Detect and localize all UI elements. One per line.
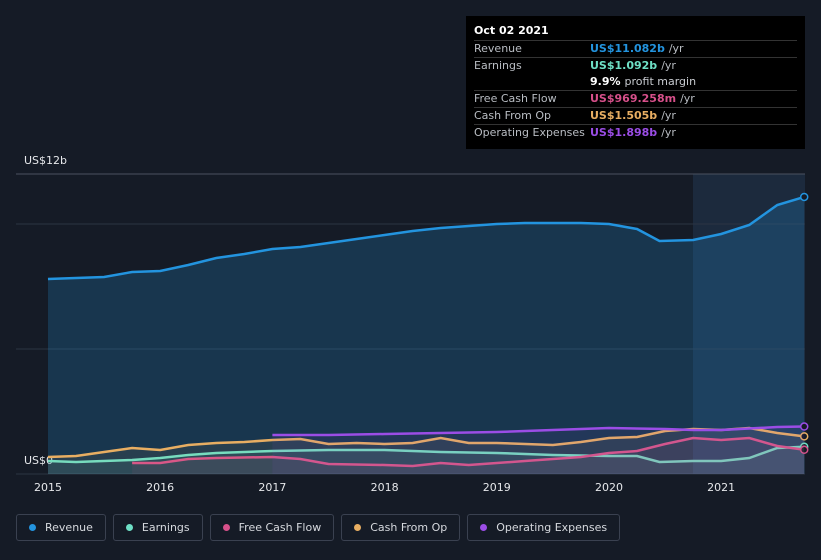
legend-label: Free Cash Flow	[238, 521, 322, 534]
legend-item[interactable]: Revenue	[16, 514, 106, 541]
tooltip-label: Revenue	[474, 42, 522, 55]
tooltip-value: US$969.258m	[590, 92, 677, 105]
tooltip-value: US$11.082b	[590, 42, 665, 55]
legend: Revenue Earnings Free Cash Flow Cash From O…	[16, 514, 621, 541]
tooltip-unit: /yr	[668, 42, 684, 55]
tooltip-row: Earnings US$1.092b/yr	[474, 57, 797, 74]
x-tick-label: 2019	[483, 481, 511, 494]
series-area	[47, 428, 805, 474]
tooltip-value: US$1.505b	[590, 109, 658, 122]
legend-label: Earnings	[141, 521, 190, 534]
series-end-point	[799, 445, 809, 455]
x-tick-label: 2017	[258, 481, 286, 494]
legend-dot	[480, 524, 488, 531]
y-tick-label: US$0	[24, 454, 53, 467]
legend-item[interactable]: Earnings	[112, 514, 203, 541]
legend-label: Operating Expenses	[496, 521, 608, 534]
legend-item[interactable]: Free Cash Flow	[209, 514, 335, 541]
series-area	[47, 446, 805, 474]
series-area	[272, 426, 805, 474]
series-area	[47, 196, 805, 474]
x-tick-label: 2016	[146, 481, 174, 494]
series-line	[47, 445, 805, 464]
tooltip-unit: /yr	[661, 59, 676, 72]
x-tick-label: 2018	[371, 481, 399, 494]
legend-label: Revenue	[45, 521, 93, 534]
series-end-point	[799, 432, 809, 441]
tooltip: Oct 02 2021 Revenue US$11.082b/yr Earnings…	[466, 16, 805, 149]
x-tick-label: 2021	[707, 481, 735, 494]
x-tick-label: 2020	[595, 481, 623, 494]
tooltip-label: Free Cash Flow	[474, 92, 557, 105]
legend-item[interactable]: Operating Expenses	[467, 514, 621, 541]
series-end-point	[799, 422, 809, 431]
legend-dot	[222, 524, 230, 531]
series-line	[272, 425, 805, 437]
tooltip-unit: /yr	[661, 126, 676, 139]
tooltip-label: Operating Expenses	[474, 126, 585, 139]
tooltip-value: US$1.092b	[590, 59, 658, 72]
series-line	[132, 436, 805, 468]
x-tick-label: 2015	[34, 481, 62, 494]
legend-label: Cash From Op	[370, 521, 448, 534]
legend-dot	[354, 524, 362, 531]
tooltip-row: Cash From Op US$1.505b/yr	[474, 107, 797, 124]
y-tick-label: US$12b	[24, 154, 67, 167]
tooltip-row: Free Cash Flow US$969.258m/yr	[474, 90, 797, 107]
tooltip-label: Cash From Op	[474, 109, 552, 122]
tooltip-date: Oct 02 2021	[474, 24, 549, 37]
margin-value: 9.9%	[590, 75, 621, 88]
series-line	[47, 195, 805, 281]
legend-item[interactable]: Cash From Op	[341, 514, 461, 541]
legend-dot	[29, 524, 36, 531]
tooltip-value: US$1.898b	[590, 126, 658, 139]
tooltip-row: Operating Expenses US$1.898b/yr	[474, 124, 797, 141]
margin-label: profit margin	[624, 75, 697, 88]
tooltip-label: Earnings	[474, 59, 522, 72]
series-area	[132, 438, 805, 474]
legend-dot	[125, 524, 133, 531]
tooltip-row: Revenue US$11.082b/yr	[474, 40, 797, 57]
tooltip-unit: /yr	[661, 109, 676, 122]
series-end-point	[799, 192, 809, 202]
tooltip-margin: 9.9% profit margin	[474, 74, 797, 90]
tooltip-unit: /yr	[680, 92, 695, 105]
